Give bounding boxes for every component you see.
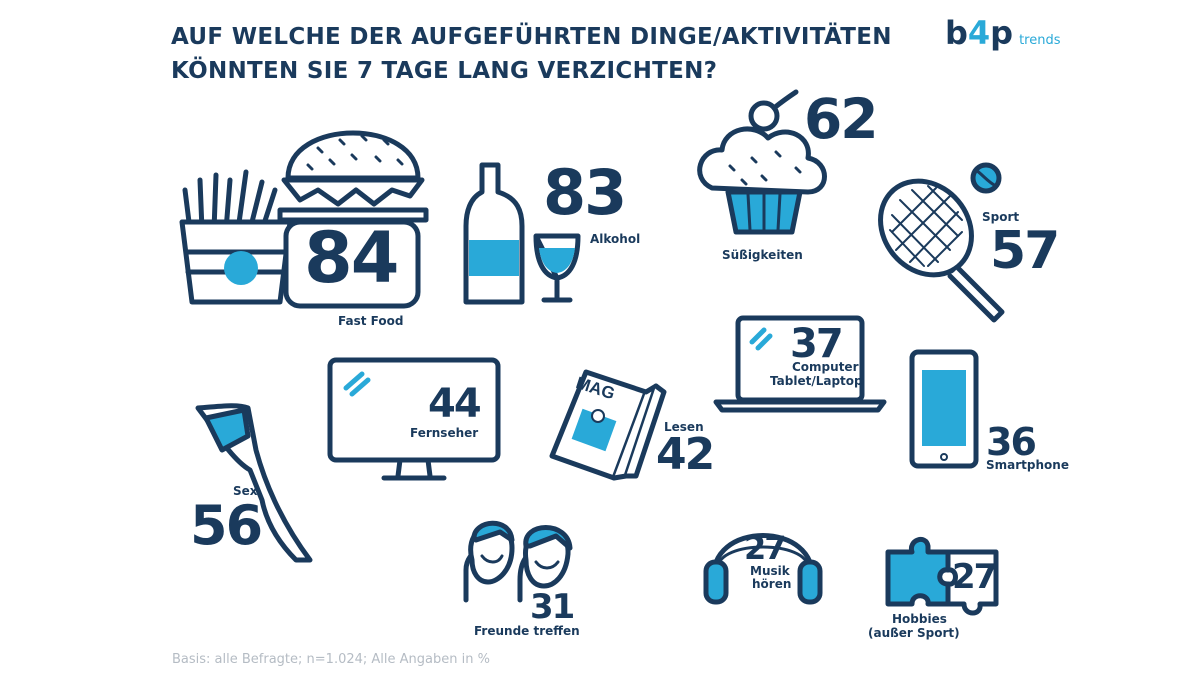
label-alkohol: Alkohol xyxy=(590,232,641,246)
label-hobbies-line1: Hobbies xyxy=(892,612,947,626)
tennis-racket-icon xyxy=(878,162,1005,323)
friends-icon xyxy=(463,520,573,603)
label-fernseher: Fernseher xyxy=(410,426,479,440)
title-line-1: AUF WELCHE DER AUFGEFÜHRTEN DINGE/AKTIVI… xyxy=(171,24,892,50)
b4p-logo: b4p trends xyxy=(945,14,1061,52)
leg-stocking-icon xyxy=(195,403,313,563)
label-computer-line2: Tablet/Laptop xyxy=(770,374,863,388)
burger-fries-icon xyxy=(179,130,429,309)
logo-trends: trends xyxy=(1019,33,1061,48)
headphones-icon xyxy=(703,533,823,605)
value-suessigkeiten: 62 xyxy=(804,87,879,151)
magazine-icon xyxy=(549,369,667,481)
label-fast-food: Fast Food xyxy=(338,314,404,328)
label-sex: Sex xyxy=(233,484,258,498)
tv-monitor-icon xyxy=(327,357,501,481)
smartphone-icon xyxy=(909,349,979,469)
label-freunde: Freunde treffen xyxy=(474,624,580,638)
label-smartphone: Smartphone xyxy=(986,458,1069,472)
value-musik: 27 xyxy=(744,529,787,567)
puzzle-icon xyxy=(885,536,999,616)
label-sport: Sport xyxy=(982,210,1020,224)
value-lesen: 42 xyxy=(656,429,715,480)
title-line-2: KÖNNTEN SIE 7 TAGE LANG VERZICHTEN? xyxy=(171,58,718,84)
value-smartphone: 36 xyxy=(986,420,1037,464)
label-hobbies-line2: (außer Sport) xyxy=(868,626,960,640)
footnote: Basis: alle Befragte; n=1.024; Alle Anga… xyxy=(172,652,490,667)
value-fast-food: 84 xyxy=(304,217,399,299)
value-alkohol: 83 xyxy=(543,156,627,229)
label-musik-line1: Musik xyxy=(750,564,790,578)
value-hobbies: 27 xyxy=(952,557,997,597)
label-computer-line1: Computer xyxy=(792,360,859,374)
bottle-glass-icon xyxy=(463,162,581,305)
value-computer: 37 xyxy=(790,321,844,367)
value-sport: 57 xyxy=(990,221,1060,281)
value-fernseher: 44 xyxy=(428,381,482,427)
label-suessigkeiten: Süßigkeiten xyxy=(722,248,803,262)
value-sex: 56 xyxy=(190,494,263,557)
page-title: AUF WELCHE DER AUFGEFÜHRTEN DINGE/AKTIVI… xyxy=(171,20,892,88)
label-musik-line2: hören xyxy=(752,577,792,591)
cupcake-icon xyxy=(697,89,827,235)
label-lesen: Lesen xyxy=(664,420,704,434)
value-freunde: 31 xyxy=(530,587,575,627)
laptop-icon xyxy=(713,315,887,413)
